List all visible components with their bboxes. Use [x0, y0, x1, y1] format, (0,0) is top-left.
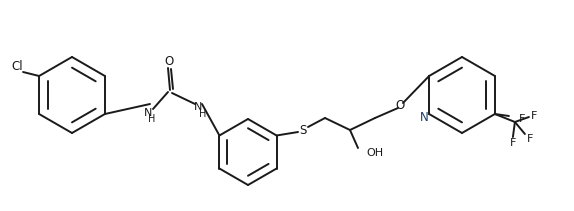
- Text: N: N: [420, 111, 428, 123]
- Text: S: S: [299, 123, 307, 137]
- Text: F: F: [527, 134, 533, 144]
- Text: O: O: [164, 54, 173, 68]
- Text: F: F: [510, 138, 516, 148]
- Text: N: N: [144, 108, 152, 118]
- Text: H: H: [148, 114, 156, 124]
- Text: Cl: Cl: [11, 61, 23, 73]
- Text: F: F: [519, 114, 525, 124]
- Text: N: N: [194, 102, 202, 112]
- Text: H: H: [199, 109, 207, 119]
- Text: F: F: [531, 111, 537, 121]
- Text: O: O: [395, 99, 405, 111]
- Text: OH: OH: [366, 148, 383, 158]
